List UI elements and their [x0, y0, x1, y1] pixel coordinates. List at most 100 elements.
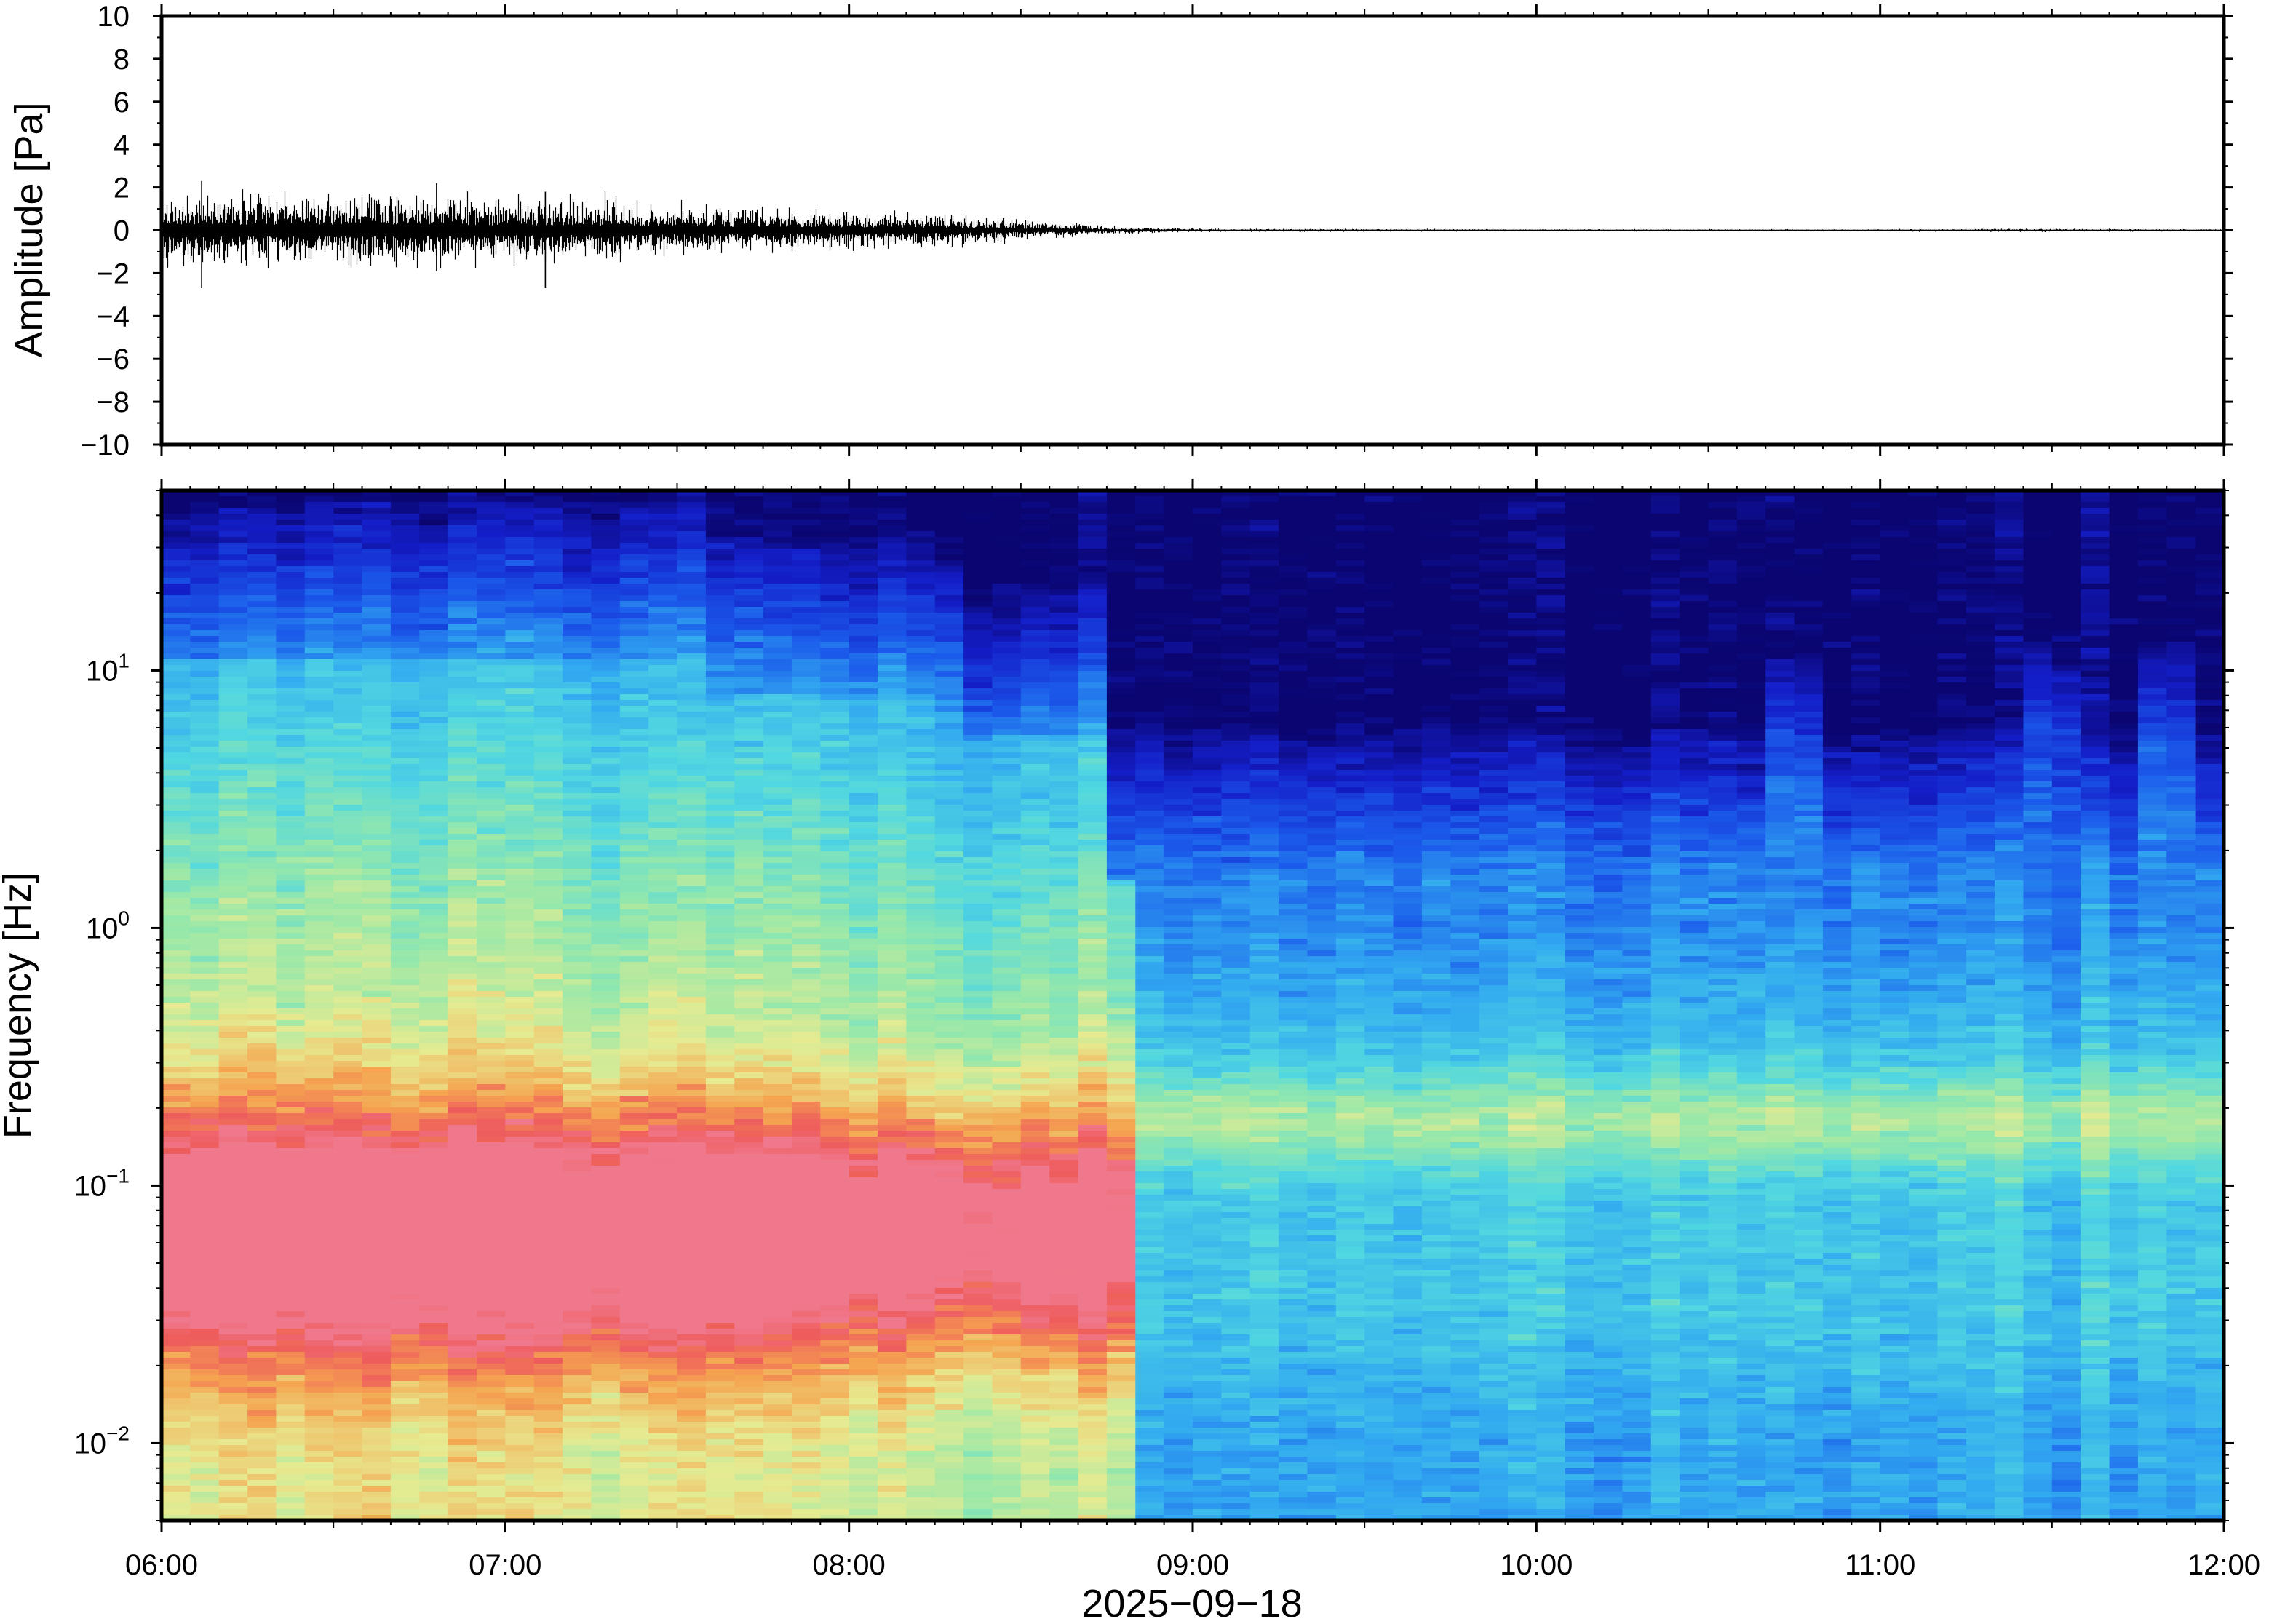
spectrogram-cell [362, 642, 392, 648]
spectrogram-cell [362, 1084, 392, 1091]
spectrogram-cell [820, 1096, 850, 1102]
spectrogram-cell [448, 1480, 477, 1486]
spectrogram-cell [333, 1364, 363, 1370]
spectrogram-cell [677, 956, 707, 963]
spectrogram-cell [162, 816, 191, 823]
spectrogram-cell [190, 962, 220, 968]
spectrogram-cell [734, 1422, 764, 1428]
spectrogram-cell [218, 1486, 248, 1492]
spectrogram-cell [419, 490, 449, 497]
spectrogram-cell [247, 578, 277, 584]
spectrogram-cell [333, 642, 363, 648]
spectrogram-cell [247, 531, 277, 538]
spectrogram-cell [820, 822, 850, 829]
spectrogram-cell [563, 758, 592, 765]
spectrogram-cell [390, 1131, 420, 1137]
spectrogram-cell [162, 921, 191, 928]
spectrogram-cell [705, 1055, 735, 1062]
spectrogram-cell [533, 648, 563, 654]
spectrogram-cell [505, 1008, 535, 1015]
spectrogram-cell [734, 688, 764, 695]
spectrogram-cell [419, 1026, 449, 1032]
spectrogram-cell [734, 549, 764, 555]
spectrogram-cell [505, 1270, 535, 1277]
spectrogram-cell [906, 514, 936, 520]
spectrogram-cell [390, 595, 420, 602]
spectrogram-cell [505, 933, 535, 939]
spectrogram-cell [390, 764, 420, 771]
spectrogram-cell [791, 764, 821, 771]
spectrogram-cell [563, 688, 592, 695]
spectrogram-cell [276, 1253, 306, 1259]
spectrogram-cell [533, 601, 563, 608]
spectrogram-cell [362, 677, 392, 683]
spectrogram-cell [333, 1119, 363, 1126]
spectrogram-cell [906, 1183, 936, 1190]
spectrogram-cell [190, 840, 220, 846]
spectrogram-cell [190, 1259, 220, 1265]
spectrogram-cell [477, 1218, 506, 1225]
spectrogram-cell [619, 1358, 649, 1364]
spectrogram-cell [677, 1137, 707, 1143]
spectrogram-cell [448, 857, 477, 864]
spectrogram-cell [619, 502, 649, 509]
spectrogram-cell [304, 723, 334, 730]
spectrogram-cell [763, 1206, 792, 1213]
spectrogram-cell [906, 1014, 936, 1021]
spectrogram-cell [218, 1072, 248, 1079]
spectrogram-cell [390, 1253, 420, 1259]
spectrogram-cell [218, 618, 248, 625]
spectrogram-cell [677, 554, 707, 561]
spectrogram-cell [677, 496, 707, 503]
spectrogram-cell [591, 712, 621, 718]
spectrogram-cell [304, 630, 334, 637]
spectrogram-cell [763, 1201, 792, 1207]
spectrogram-cell [563, 1323, 592, 1329]
spectrogram-cell [390, 1049, 420, 1056]
spectrogram-cell [477, 1247, 506, 1254]
spectrogram-cell [362, 1323, 392, 1329]
spectrogram-cell [505, 1218, 535, 1225]
spectrogram-cell [648, 1230, 678, 1236]
spectrogram-cell [362, 1142, 392, 1149]
spectrogram-cell [591, 1160, 621, 1166]
spectrogram-cell [362, 682, 392, 689]
spectrogram-cell [362, 1154, 392, 1161]
spectrogram-cell [505, 682, 535, 689]
spectrogram-cell [276, 968, 306, 974]
spectrogram-cell [533, 712, 563, 718]
spectrogram-cell [820, 781, 850, 788]
spectrogram-cell [677, 1247, 707, 1254]
spectrogram-cell [906, 543, 936, 549]
spectrogram-cell [304, 537, 334, 544]
spectrogram-cell [734, 723, 764, 730]
spectrogram-cell [276, 735, 306, 741]
spectrogram-cell [190, 1492, 220, 1498]
spectrogram-cell [533, 886, 563, 893]
spectrogram-cell [390, 1195, 420, 1201]
spectrogram-cell [419, 682, 449, 689]
spectrogram-cell [390, 1107, 420, 1114]
spectrogram-cell [162, 991, 191, 998]
spectrogram-cell [218, 648, 248, 654]
spectrogram-cell [362, 1003, 392, 1009]
spectrogram-cell [390, 950, 420, 957]
spectrogram-cell [218, 607, 248, 613]
spectrogram-cell [705, 1486, 735, 1492]
spectrogram-cell [477, 834, 506, 840]
spectrogram-cell [218, 974, 248, 980]
spectrogram-cell [820, 1422, 850, 1428]
spectrogram-cell [878, 572, 907, 578]
spectrogram-cell [304, 1346, 334, 1353]
spectrogram-cell [563, 979, 592, 986]
spectrogram-cell [705, 1364, 735, 1370]
spectrogram-cell [648, 665, 678, 672]
spectrogram-cell [419, 1206, 449, 1213]
spectrogram-cell [820, 1131, 850, 1137]
spectrogram-cell [849, 688, 878, 695]
spectrogram-cell [162, 974, 191, 980]
spectrogram-cell [705, 1072, 735, 1079]
spectrogram-cell [477, 752, 506, 759]
spectrogram-cell [906, 490, 936, 497]
spectrogram-cell [362, 630, 392, 637]
